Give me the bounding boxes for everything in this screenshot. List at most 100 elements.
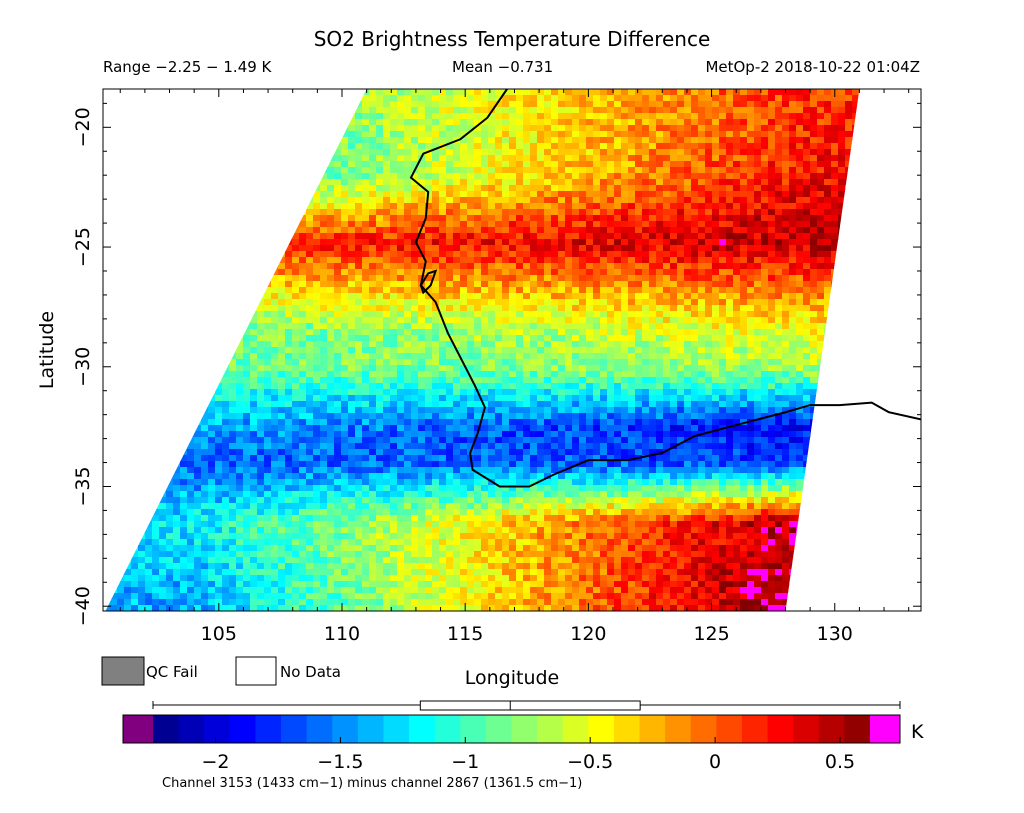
heatmap-cell xyxy=(495,251,503,258)
heatmap-cell xyxy=(411,95,419,102)
heatmap-cell xyxy=(194,287,202,294)
heatmap-cell xyxy=(600,95,608,102)
heatmap-cell xyxy=(810,149,818,156)
heatmap-cell xyxy=(747,125,755,132)
heatmap-cell xyxy=(495,317,503,324)
heatmap-cell xyxy=(105,257,111,264)
heatmap-cell xyxy=(782,155,790,162)
heatmap-cell xyxy=(180,155,188,162)
heatmap-cell xyxy=(719,275,727,282)
heatmap-cell xyxy=(796,311,804,318)
heatmap-cell xyxy=(320,347,328,354)
heatmap-cell xyxy=(355,275,363,282)
heatmap-cell xyxy=(537,335,545,342)
heatmap-cell xyxy=(250,263,258,270)
heatmap-cell xyxy=(824,89,832,96)
heatmap-cell xyxy=(789,239,797,246)
heatmap-cell xyxy=(544,233,552,240)
heatmap-cell xyxy=(523,173,531,180)
heatmap-cell xyxy=(173,95,181,102)
heatmap-cell xyxy=(474,191,482,198)
heatmap-cell xyxy=(614,137,622,144)
heatmap-cell xyxy=(810,329,818,336)
heatmap-cell xyxy=(124,317,132,324)
heatmap-cell xyxy=(796,89,804,96)
heatmap-cell xyxy=(726,137,734,144)
heatmap-cell xyxy=(278,287,286,294)
heatmap-cell xyxy=(285,287,293,294)
heatmap-cell xyxy=(670,347,678,354)
heatmap-cell xyxy=(691,203,699,210)
heatmap-cell xyxy=(768,233,776,240)
heatmap-cell xyxy=(663,101,671,108)
heatmap-cell xyxy=(313,233,321,240)
heatmap-cell xyxy=(831,347,839,354)
heatmap-cell xyxy=(551,215,559,222)
heatmap-cell xyxy=(278,89,286,96)
heatmap-cell xyxy=(264,341,272,348)
heatmap-cell xyxy=(691,245,699,252)
heatmap-cell xyxy=(243,143,251,150)
heatmap-cell xyxy=(698,209,706,216)
heatmap-cell xyxy=(586,113,594,120)
heatmap-cell xyxy=(320,149,328,156)
heatmap-cell xyxy=(187,275,195,282)
heatmap-cell xyxy=(845,287,853,294)
heatmap-cell xyxy=(320,155,328,162)
heatmap-cell xyxy=(502,299,510,306)
heatmap-cell xyxy=(593,233,601,240)
heatmap-cell xyxy=(614,317,622,324)
heatmap-cell xyxy=(124,95,132,102)
heatmap-cell xyxy=(726,107,734,114)
heatmap-cell xyxy=(271,215,279,222)
heatmap-cell xyxy=(215,197,223,204)
heatmap-cell xyxy=(215,107,223,114)
heatmap-cell xyxy=(285,131,293,138)
heatmap-cell xyxy=(271,317,279,324)
heatmap-cell xyxy=(474,143,482,150)
heatmap-cell xyxy=(698,239,706,246)
heatmap-cell xyxy=(299,167,307,174)
heatmap-cell xyxy=(159,149,167,156)
heatmap-cell xyxy=(194,209,202,216)
heatmap-cell xyxy=(726,245,734,252)
heatmap-cell xyxy=(684,125,692,132)
heatmap-cell xyxy=(105,263,111,270)
heatmap-cell xyxy=(105,281,111,288)
heatmap-cell xyxy=(698,137,706,144)
heatmap-cell xyxy=(621,347,629,354)
heatmap-cell xyxy=(726,347,734,354)
heatmap-cell xyxy=(411,227,419,234)
heatmap-cell xyxy=(334,245,342,252)
heatmap-cell xyxy=(586,227,594,234)
heatmap-cell xyxy=(817,233,825,240)
heatmap-cell xyxy=(691,215,699,222)
heatmap-cell xyxy=(712,233,720,240)
heatmap-cell xyxy=(446,323,454,330)
heatmap-cell xyxy=(250,299,258,306)
heatmap-cell xyxy=(523,269,531,276)
heatmap-cell xyxy=(502,131,510,138)
heatmap-cell xyxy=(411,323,419,330)
heatmap-cell xyxy=(551,119,559,126)
heatmap-cell xyxy=(607,359,615,366)
heatmap-cell xyxy=(824,335,832,342)
heatmap-cell xyxy=(278,245,286,252)
heatmap-cell xyxy=(201,161,209,168)
heatmap-cell xyxy=(572,305,580,312)
heatmap-cell xyxy=(105,203,111,210)
heatmap-cell xyxy=(194,341,202,348)
heatmap-cell xyxy=(215,245,223,252)
heatmap-cell xyxy=(355,353,363,360)
heatmap-cell xyxy=(320,329,328,336)
heatmap-cell xyxy=(404,323,412,330)
heatmap-cell xyxy=(635,89,643,96)
heatmap-cell xyxy=(726,233,734,240)
heatmap-cell xyxy=(698,143,706,150)
heatmap-cell xyxy=(362,353,370,360)
heatmap-cell xyxy=(411,143,419,150)
heatmap-cell xyxy=(530,215,538,222)
heatmap-cell xyxy=(782,131,790,138)
heatmap-cell xyxy=(327,269,335,276)
heatmap-cell xyxy=(215,305,223,312)
